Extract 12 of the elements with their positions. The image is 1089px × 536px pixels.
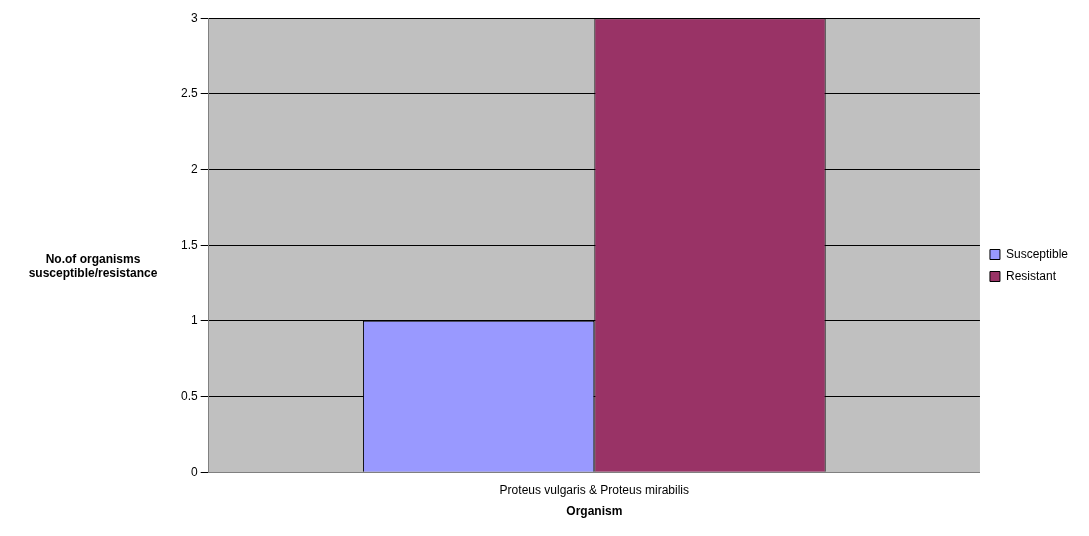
y-tick-label: 0	[190, 464, 198, 479]
y-tick-label: 1	[190, 313, 198, 328]
x-tick-label: Proteus vulgaris & Proteus mirabilis	[499, 482, 690, 497]
y-tick-label: 3	[190, 10, 198, 25]
legend-label: Susceptible	[1005, 246, 1069, 261]
y-tick-label: 0.5	[180, 388, 198, 403]
y-axis-title: No.of organisms susceptible/resistance	[27, 251, 159, 280]
legend-label: Resistant	[1005, 268, 1057, 283]
x-axis-title: Organism	[566, 504, 623, 519]
y-tick-label: 2	[190, 161, 198, 176]
y-tick-label: 1.5	[180, 237, 198, 252]
y-tick-label: 2.5	[180, 86, 198, 101]
